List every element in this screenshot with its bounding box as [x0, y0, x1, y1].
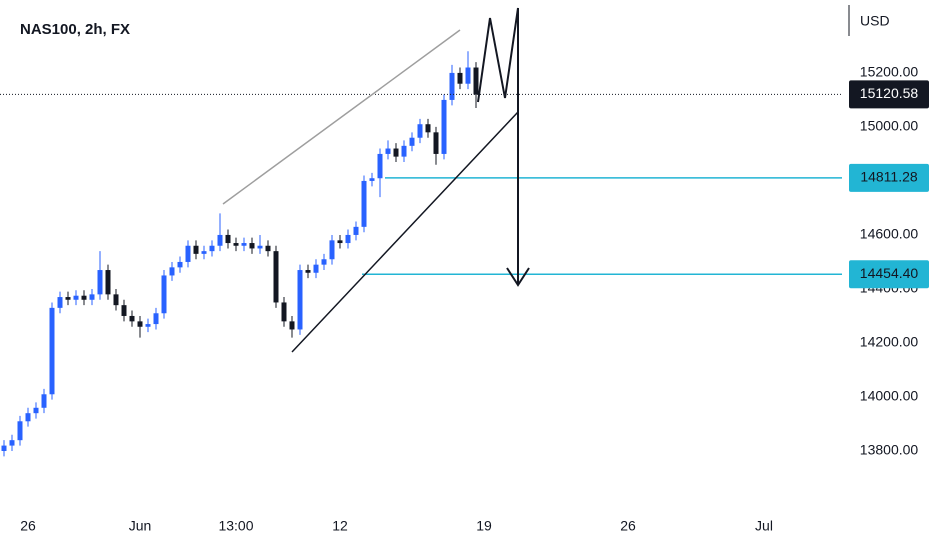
candle-body: [457, 72, 463, 84]
candle-body: [73, 295, 79, 300]
candle-body: [465, 67, 471, 84]
candle-body: [409, 137, 415, 146]
candle-body: [17, 421, 23, 441]
candle-body: [401, 145, 407, 157]
candle-body: [281, 302, 287, 322]
m-pattern-drawing: [477, 7, 519, 285]
y-tick-label: 15000.00: [860, 118, 919, 134]
level-label-box: [849, 260, 929, 289]
candle-body: [273, 251, 279, 303]
candle-body: [329, 240, 335, 260]
candle-body: [249, 243, 255, 249]
candle-body: [209, 245, 215, 252]
y-tick-label: 15200.00: [860, 64, 919, 80]
candle-body: [377, 153, 383, 179]
x-tick-label: 12: [332, 518, 348, 534]
candle-body: [297, 270, 303, 330]
candle-body: [345, 234, 351, 244]
candle-body: [49, 307, 55, 395]
target-arrow-head: [506, 267, 530, 287]
candle-body: [33, 407, 39, 414]
candle-body: [177, 261, 183, 268]
candle-body: [241, 243, 247, 246]
candle-body: [185, 245, 191, 262]
candle-body: [169, 267, 175, 276]
lower-trend-line: [291, 111, 519, 353]
last-price-label: 15120.58: [860, 85, 919, 101]
x-tick-label: 19: [476, 518, 492, 534]
candle-body: [137, 321, 143, 327]
level-label: 14454.40: [860, 265, 919, 281]
candle-body: [361, 180, 367, 227]
plot-area: [0, 51, 848, 457]
y-tick-label: 13800.00: [860, 442, 919, 458]
candle-body: [129, 315, 135, 322]
candle-body: [425, 124, 431, 133]
candle-body: [9, 440, 15, 446]
price-labels: 13800.0014000.0014200.0014400.0014600.00…: [849, 64, 929, 458]
candle-body: [153, 313, 159, 325]
candle-body: [97, 270, 103, 295]
candle-body: [217, 234, 223, 246]
upper-trend-line: [222, 29, 461, 205]
candle-body: [193, 245, 199, 254]
candle-body: [393, 148, 399, 157]
candle-body: [369, 178, 375, 181]
candle-body: [265, 245, 271, 252]
candle-body: [105, 270, 111, 295]
candle-body: [121, 305, 127, 316]
candle-body: [65, 297, 71, 300]
candle-body: [201, 251, 207, 254]
chart-title: NAS100, 2h, FX: [20, 21, 130, 38]
candle-body: [417, 124, 423, 138]
level-label: 14811.28: [860, 169, 918, 185]
x-tick-label: 13:00: [218, 518, 253, 534]
x-tick-label: 26: [620, 518, 636, 534]
candle-body: [89, 294, 95, 300]
candle-body: [473, 67, 479, 95]
candle-body: [449, 72, 455, 100]
candle-body: [257, 245, 263, 249]
y-tick-label: 14000.00: [860, 388, 919, 404]
candle-body: [441, 99, 447, 154]
candle-body: [1, 445, 7, 451]
y-tick-label: 14600.00: [860, 226, 919, 242]
candle-body: [113, 294, 119, 306]
candle-body: [81, 295, 87, 300]
candle-body: [305, 270, 311, 273]
candle-body: [233, 243, 239, 246]
candle-body: [321, 259, 327, 265]
candle-body: [433, 132, 439, 154]
candle-body: [313, 264, 319, 273]
candle-body: [337, 240, 343, 244]
x-tick-label: 26: [20, 518, 36, 534]
last-price-box: [849, 80, 929, 109]
candle-body: [225, 234, 231, 244]
level-label-box: [849, 163, 929, 192]
candle-body: [41, 394, 47, 408]
candle-body: [161, 275, 167, 314]
currency-label: USD: [860, 13, 890, 29]
candle-body: [353, 226, 359, 235]
candle-body: [57, 297, 63, 308]
candle-body: [289, 321, 295, 330]
candle-body: [145, 324, 151, 327]
y-tick-label: 14200.00: [860, 334, 919, 350]
x-tick-label: Jun: [129, 518, 152, 534]
candle-body: [385, 148, 391, 154]
x-tick-label: Jul: [755, 518, 773, 534]
candle-body: [25, 413, 31, 422]
